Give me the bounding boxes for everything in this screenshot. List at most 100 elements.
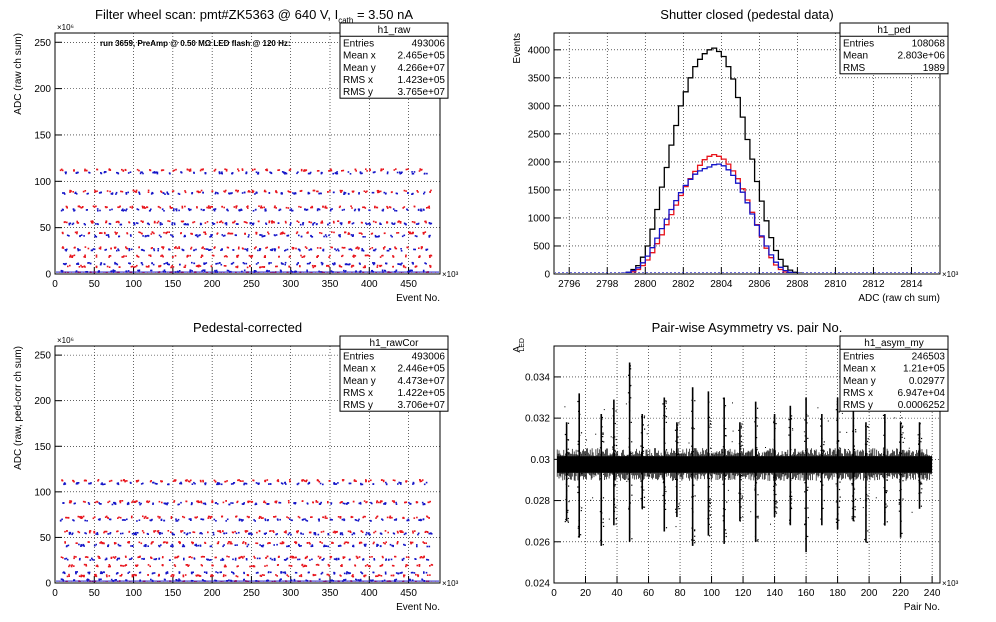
scatter-point	[107, 565, 110, 568]
spike-point	[836, 485, 838, 487]
spike-point	[675, 478, 677, 480]
scatter-point	[284, 481, 286, 484]
scatter-point	[165, 232, 168, 235]
scatter-point	[154, 558, 157, 561]
scatter-point	[386, 171, 389, 173]
spike-point	[614, 436, 616, 438]
scatter-point	[389, 515, 392, 518]
spike-point	[641, 416, 643, 418]
scatter-point	[66, 221, 68, 224]
scatter-point	[158, 265, 160, 268]
scatter-point	[339, 517, 342, 519]
scatter-point	[349, 220, 351, 223]
scatter-point	[153, 531, 155, 533]
spike-point	[804, 491, 806, 493]
annotation: run 3659, PreAmp @ 0.50 MΩ LED flash @ 1…	[100, 39, 291, 48]
scatter-point	[405, 501, 408, 503]
spike-point	[676, 449, 678, 451]
scatter-point	[216, 483, 218, 486]
scatter-point	[139, 555, 141, 558]
spike-point	[821, 446, 823, 448]
x-tick-label: 2796	[558, 279, 581, 290]
spike-point	[791, 472, 793, 474]
scatter-point	[287, 234, 290, 237]
spike-point	[578, 519, 581, 521]
scatter-point	[79, 206, 81, 208]
spike-point	[612, 468, 614, 470]
scatter-point	[282, 263, 284, 265]
spike-point	[567, 451, 569, 453]
scatter-point	[328, 574, 330, 577]
spike-point	[640, 466, 643, 468]
scatter-point	[166, 571, 169, 573]
scatter-point	[308, 571, 310, 574]
scatter-point	[408, 501, 410, 504]
scatter-point	[111, 503, 114, 506]
scatter-point	[152, 502, 154, 505]
scatter-point	[111, 208, 113, 211]
spike-point	[600, 465, 602, 467]
scatter-point	[400, 172, 402, 174]
scatter-point	[204, 482, 206, 485]
scatter-point	[82, 206, 84, 208]
scatter-point	[246, 249, 249, 252]
scatter-point	[395, 210, 398, 212]
scatter-point	[240, 518, 242, 521]
scatter-point	[345, 541, 348, 543]
scatter-point	[162, 556, 164, 558]
spike-point	[567, 517, 569, 520]
scatter-point	[95, 256, 98, 258]
scatter-point	[275, 500, 278, 503]
scatter-point	[285, 221, 287, 224]
spike-point	[629, 502, 631, 504]
scatter-point	[128, 558, 131, 561]
scatter-point	[409, 578, 411, 581]
scatter-point	[175, 168, 177, 171]
spike-point	[664, 464, 666, 466]
scatter-point	[121, 532, 124, 535]
scatter-point	[319, 232, 321, 234]
scatter-point	[264, 189, 266, 192]
scatter-point	[403, 557, 405, 560]
asymmetry-spike	[691, 387, 696, 546]
scatter-point	[212, 564, 214, 567]
spike-point	[821, 509, 823, 511]
scatter-point	[218, 172, 221, 175]
spike-point	[677, 424, 679, 426]
scatter-point	[228, 192, 230, 195]
spike-point	[774, 427, 776, 430]
scatter-point	[324, 205, 327, 208]
scatter-point	[415, 573, 417, 576]
scatter-point	[241, 503, 244, 505]
scatter-point	[150, 233, 153, 235]
scatter-point	[352, 264, 354, 267]
spike-point	[740, 479, 742, 481]
scatter-point	[172, 190, 175, 192]
scatter-point	[171, 265, 173, 267]
spike-point	[665, 508, 667, 510]
scatter-point	[83, 575, 85, 578]
spike-point	[790, 449, 792, 451]
spike-point	[867, 498, 869, 500]
spike-point	[820, 468, 822, 470]
scatter-point	[143, 557, 145, 560]
spike-point	[883, 434, 885, 436]
spike-point	[757, 407, 759, 409]
scatter-point	[247, 501, 250, 504]
scatter-point	[120, 574, 122, 577]
scatter-point	[80, 517, 83, 519]
scatter-point	[365, 501, 367, 504]
scatter-point	[383, 191, 386, 194]
spike-point	[613, 476, 615, 478]
scatter-point	[199, 169, 202, 172]
scatter-point	[394, 247, 397, 250]
stats-box-title: h1_raw	[378, 25, 412, 36]
scatter-point	[348, 233, 351, 235]
scatter-point	[335, 172, 337, 174]
scatter-point	[355, 555, 358, 558]
stats-box-frame	[839, 22, 949, 75]
spike-point	[773, 494, 775, 496]
event-cluster	[175, 168, 189, 273]
scatter-point	[409, 503, 412, 505]
scatter-point	[221, 249, 223, 251]
